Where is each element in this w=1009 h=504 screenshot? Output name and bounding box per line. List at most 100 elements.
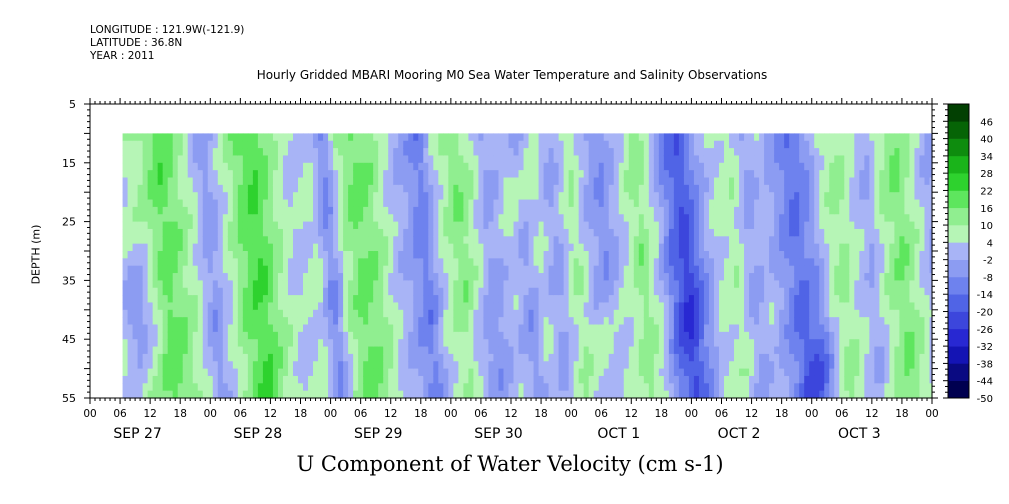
heatmap-cell [408, 280, 414, 289]
heatmap-cell [703, 368, 710, 377]
heatmap-cell [338, 162, 344, 171]
heatmap-cell [378, 280, 384, 289]
heatmap-cell [528, 184, 535, 193]
heatmap-cell [318, 177, 324, 186]
heatmap-cell [703, 280, 710, 289]
heatmap-cell [724, 155, 730, 164]
heatmap-cell [348, 192, 354, 201]
heatmap-cell [323, 177, 329, 186]
heatmap-cell [744, 287, 750, 296]
heatmap-cell [488, 383, 495, 392]
heatmap-cell [578, 148, 585, 157]
heatmap-cell [478, 383, 485, 392]
heatmap-cell [257, 383, 264, 392]
heatmap-cell [398, 243, 404, 252]
heatmap-cell [513, 339, 520, 348]
heatmap-cell [137, 375, 144, 384]
heatmap-cell [508, 353, 515, 362]
heatmap-cell [668, 199, 675, 208]
heatmap-cell [804, 221, 810, 230]
heatmap-cell [137, 251, 144, 259]
heatmap-cell [593, 353, 600, 362]
heatmap-cell [458, 273, 464, 281]
heatmap-cell [167, 390, 174, 399]
heatmap-cell [563, 368, 570, 377]
heatmap-cell [272, 170, 279, 179]
heatmap-cell [443, 155, 449, 164]
heatmap-cell [638, 155, 645, 164]
heatmap-cell [222, 177, 229, 186]
heatmap-cell [759, 368, 765, 377]
heatmap-cell [408, 309, 414, 318]
heatmap-cell [227, 280, 234, 289]
heatmap-cell [563, 243, 570, 252]
heatmap-cell [608, 177, 615, 186]
heatmap-cell [809, 361, 815, 370]
heatmap-cell [553, 184, 560, 193]
heatmap-cell [348, 390, 354, 399]
heatmap-cell [804, 214, 810, 223]
heatmap-cell [789, 140, 795, 149]
heatmap-cell [192, 368, 199, 377]
heatmap-cell [673, 331, 680, 340]
heatmap-cell [528, 331, 535, 340]
heatmap-cell [739, 214, 745, 223]
heatmap-cell [182, 199, 189, 208]
heatmap-cell [127, 155, 134, 164]
heatmap-cell [247, 346, 254, 355]
heatmap-cell [498, 214, 505, 223]
heatmap-cell [724, 309, 730, 318]
heatmap-cell [408, 192, 414, 201]
heatmap-cell [142, 346, 149, 355]
heatmap-cell [784, 199, 790, 208]
heatmap-cell [348, 155, 354, 164]
heatmap-cell [493, 302, 500, 311]
heatmap-cell [774, 148, 780, 157]
heatmap-cell [628, 177, 635, 186]
heatmap-cell [353, 258, 359, 267]
heatmap-cell [553, 273, 560, 281]
heatmap-cell [363, 199, 369, 208]
heatmap-cell [769, 390, 775, 399]
heatmap-cell [473, 148, 480, 157]
heatmap-cell [503, 324, 510, 333]
heatmap-cell [177, 265, 184, 274]
heatmap-cell [247, 339, 254, 348]
heatmap-cell [653, 243, 660, 252]
heatmap-cell [698, 324, 705, 333]
heatmap-cell [167, 287, 174, 296]
heatmap-cell [297, 258, 304, 267]
heatmap-cell [363, 184, 369, 193]
heatmap-cell [648, 368, 655, 377]
heatmap-cell [403, 206, 409, 215]
heatmap-cell [498, 133, 505, 142]
heatmap-cell [548, 192, 555, 201]
heatmap-cell [493, 273, 500, 281]
heatmap-cell [538, 273, 545, 281]
heatmap-cell [729, 214, 735, 223]
heatmap-cell [453, 375, 459, 384]
heatmap-cell [583, 302, 590, 311]
heatmap-cell [643, 170, 650, 179]
heatmap-cell [393, 317, 399, 326]
heatmap-cell [754, 383, 760, 392]
heatmap-cell [653, 251, 660, 259]
heatmap-cell [418, 148, 424, 157]
heatmap-cell [473, 287, 480, 296]
heatmap-cell [448, 155, 454, 164]
heatmap-cell [734, 243, 740, 252]
heatmap-cell [408, 148, 414, 157]
heatmap-cell [508, 324, 515, 333]
heatmap-cell [473, 228, 480, 237]
heatmap-cell [418, 324, 424, 333]
heatmap-cell [413, 375, 419, 384]
heatmap-cell [122, 368, 129, 377]
heatmap-cell [764, 170, 770, 179]
heatmap-cell [373, 302, 379, 311]
heatmap-cell [548, 295, 555, 304]
heatmap-cell [598, 324, 605, 333]
heatmap-cell [368, 317, 374, 326]
heatmap-cell [713, 339, 720, 348]
heatmap-cell [453, 214, 459, 223]
heatmap-cell [588, 192, 595, 201]
